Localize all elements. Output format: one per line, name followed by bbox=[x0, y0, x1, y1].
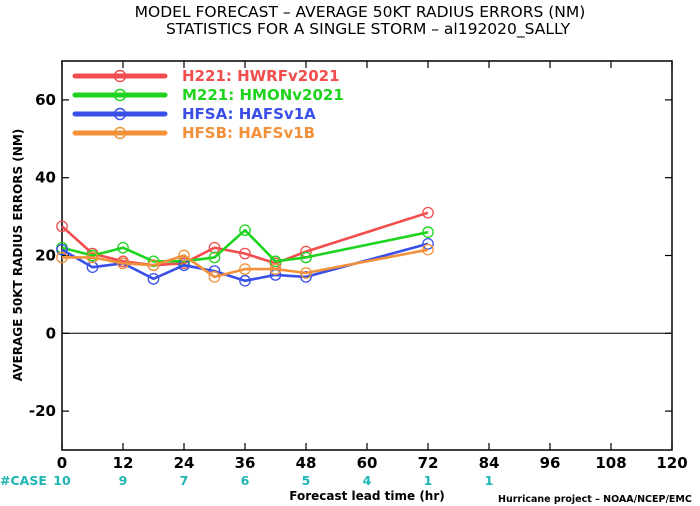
case-count: 7 bbox=[180, 473, 189, 488]
data-point-h221 bbox=[56, 220, 68, 233]
data-point-hfsb bbox=[147, 259, 160, 272]
y-tick-label: 0 bbox=[46, 324, 56, 342]
series-line-hfsb bbox=[62, 248, 429, 279]
legend-label-hfsb: HFSB: HAFSv1B bbox=[182, 124, 315, 142]
y-tick-label: 20 bbox=[35, 247, 56, 265]
data-point-hfsb bbox=[239, 263, 251, 275]
x-tick-label: 24 bbox=[174, 454, 195, 472]
x-tick-label: 48 bbox=[296, 454, 317, 472]
data-point-h221 bbox=[422, 206, 434, 219]
case-counts: 10 9 7 6 5 4 1 1 bbox=[53, 473, 493, 488]
x-axis-label: Forecast lead time (hr) bbox=[289, 489, 445, 503]
case-count: 5 bbox=[302, 473, 311, 488]
case-count: 10 bbox=[53, 473, 71, 488]
y-tick-label: -20 bbox=[29, 402, 56, 420]
x-tick-label: 84 bbox=[479, 454, 500, 472]
legend-marker-hfsb bbox=[113, 126, 127, 140]
data-point-hfsb bbox=[86, 251, 99, 264]
data-point-hfsa bbox=[56, 243, 68, 256]
case-count: 6 bbox=[241, 473, 250, 488]
data-point-hfsa bbox=[178, 259, 190, 272]
data-point-h221 bbox=[208, 241, 221, 254]
data-point-m221 bbox=[208, 251, 221, 264]
data-point-hfsb bbox=[56, 251, 68, 264]
x-tick-label: 108 bbox=[595, 454, 626, 472]
series-line-h221 bbox=[61, 211, 429, 267]
y-axis-ticks: -20 0 20 40 60 bbox=[29, 91, 672, 420]
data-point-m221 bbox=[422, 226, 434, 239]
x-tick-label: 12 bbox=[113, 454, 134, 472]
data-point-hfsb bbox=[117, 257, 129, 270]
data-point-m221 bbox=[239, 224, 251, 237]
data-point-hfsb bbox=[208, 271, 221, 283]
y-axis-label: AVERAGE 50KT RADIUS ERRORS (NM) bbox=[11, 129, 25, 381]
chart-title: MODEL FORECAST – AVERAGE 50KT RADIUS ERR… bbox=[135, 3, 586, 21]
data-point-hfsa bbox=[422, 237, 434, 250]
legend-marker-m221 bbox=[113, 88, 127, 102]
y-tick-label: 60 bbox=[35, 91, 56, 109]
data-point-hfsa bbox=[147, 272, 160, 285]
data-point-h221 bbox=[239, 247, 251, 260]
data-point-hfsb bbox=[422, 243, 434, 256]
x-tick-label: 72 bbox=[418, 454, 439, 472]
case-count: 1 bbox=[424, 473, 433, 488]
series-line-m221 bbox=[61, 228, 429, 263]
case-count: 1 bbox=[485, 473, 494, 488]
data-point-hfsa bbox=[239, 274, 251, 287]
legend-label-m221: M221: HMONv2021 bbox=[182, 86, 344, 104]
case-count: 9 bbox=[119, 473, 128, 488]
legend-marker-hfsa bbox=[113, 107, 127, 121]
legend-label-hfsa: HFSA: HAFSv1A bbox=[182, 105, 316, 123]
data-point-hfsb bbox=[269, 263, 282, 275]
series-line-hfsa bbox=[61, 242, 429, 283]
data-point-hfsb bbox=[300, 267, 312, 279]
data-point-m221 bbox=[117, 241, 129, 254]
legend-label-h221: H221: HWRFv2021 bbox=[182, 67, 340, 85]
chart-subtitle: STATISTICS FOR A SINGLE STORM – al192020… bbox=[166, 20, 571, 39]
y-tick-label: 40 bbox=[35, 169, 56, 187]
x-tick-label: 120 bbox=[656, 454, 687, 472]
data-point-hfsa bbox=[86, 261, 99, 274]
x-tick-label: 60 bbox=[357, 454, 378, 472]
data-point-hfsb bbox=[178, 249, 190, 262]
x-tick-label: 96 bbox=[540, 454, 561, 472]
case-count: 4 bbox=[363, 473, 372, 488]
x-axis-ticks: 0 12 24 36 48 60 72 84 96 108 120 bbox=[57, 61, 688, 472]
data-point-m221 bbox=[147, 255, 160, 268]
legend-marker-h221 bbox=[113, 69, 127, 83]
x-tick-label: 36 bbox=[235, 454, 256, 472]
credit-text: Hurricane project – NOAA/NCEP/EMC bbox=[498, 494, 692, 505]
data-point-m221 bbox=[300, 251, 312, 264]
x-tick-label: 0 bbox=[57, 454, 67, 472]
data-point-m221 bbox=[269, 255, 282, 268]
series-layer bbox=[56, 206, 434, 287]
case-label: #CASE bbox=[0, 473, 47, 488]
